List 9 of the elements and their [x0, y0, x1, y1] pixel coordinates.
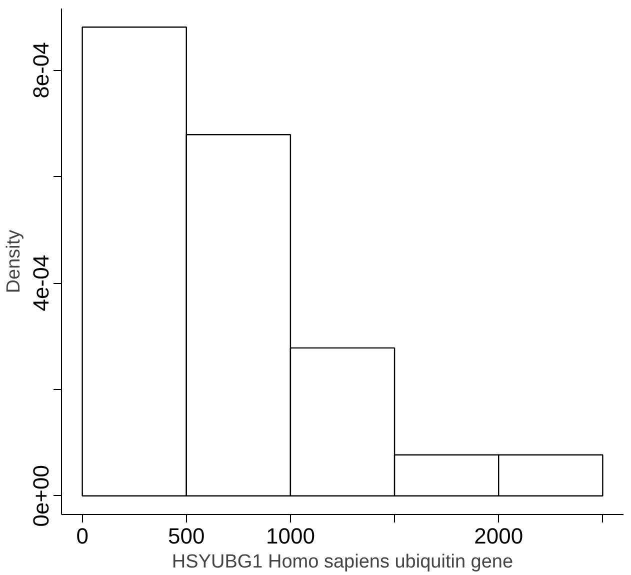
y-tick-label: 4e-04	[28, 254, 54, 312]
y-axis-title: Density	[4, 229, 24, 294]
x-tick-label: 500	[168, 524, 205, 548]
y-tick-label: 0e+00	[28, 464, 54, 527]
x-tick-label: 0	[76, 524, 88, 548]
x-tick-label: 2000	[474, 524, 524, 548]
y-tick-label: 8e-04	[28, 42, 54, 98]
x-axis-title: HSYUBG1 Homo sapiens ubiquitin gene	[172, 552, 514, 572]
x-tick-label: 1000	[266, 524, 315, 548]
